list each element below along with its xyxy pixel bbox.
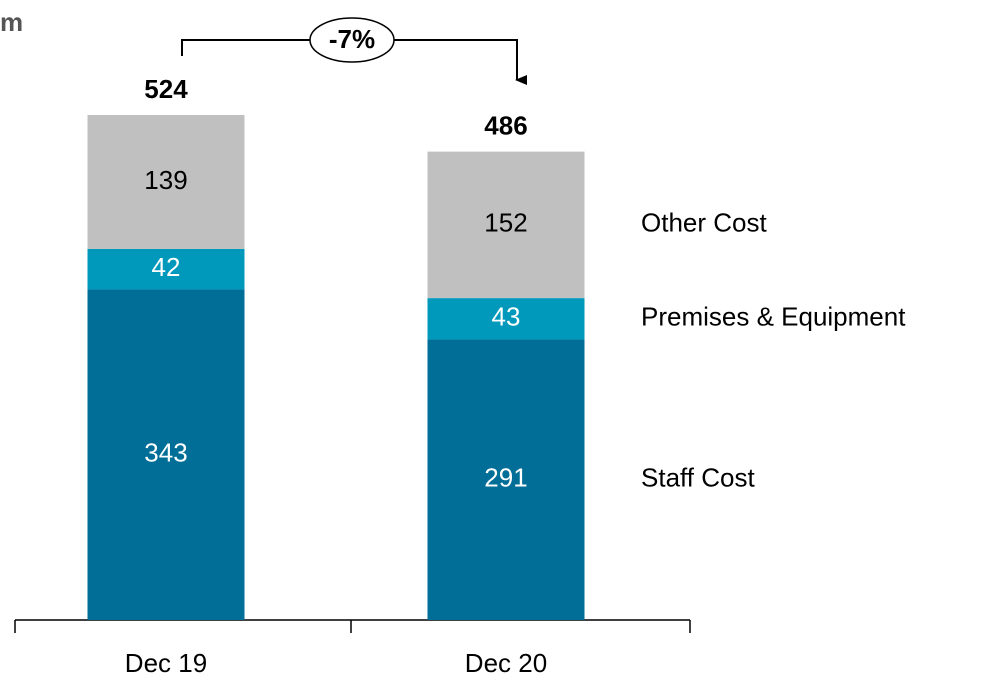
legend-label: Premises & Equipment xyxy=(641,302,906,332)
bar-segment xyxy=(87,115,245,249)
value-label: 43 xyxy=(492,302,521,332)
change-arrow xyxy=(181,39,517,80)
value-label: 42 xyxy=(152,252,181,282)
change-label: -7% xyxy=(329,24,375,54)
bar-segment xyxy=(427,339,585,620)
bar-segment xyxy=(427,151,585,299)
x-tick-label: Dec 20 xyxy=(465,648,547,678)
legend-label: Other Cost xyxy=(641,208,767,238)
legend-label: Staff Cost xyxy=(641,463,755,493)
x-tick-label: Dec 19 xyxy=(125,648,207,678)
value-label: 152 xyxy=(484,208,527,238)
bar-segment xyxy=(87,289,245,620)
bar-segment xyxy=(87,248,245,290)
value-label: 291 xyxy=(484,463,527,493)
total-label: 524 xyxy=(144,74,188,104)
total-label: 486 xyxy=(484,110,527,140)
value-label: 343 xyxy=(144,438,187,468)
change-bubble xyxy=(309,17,395,63)
value-label: 139 xyxy=(144,165,187,195)
unit-label: m xyxy=(0,7,23,37)
bar-segment xyxy=(427,298,585,340)
